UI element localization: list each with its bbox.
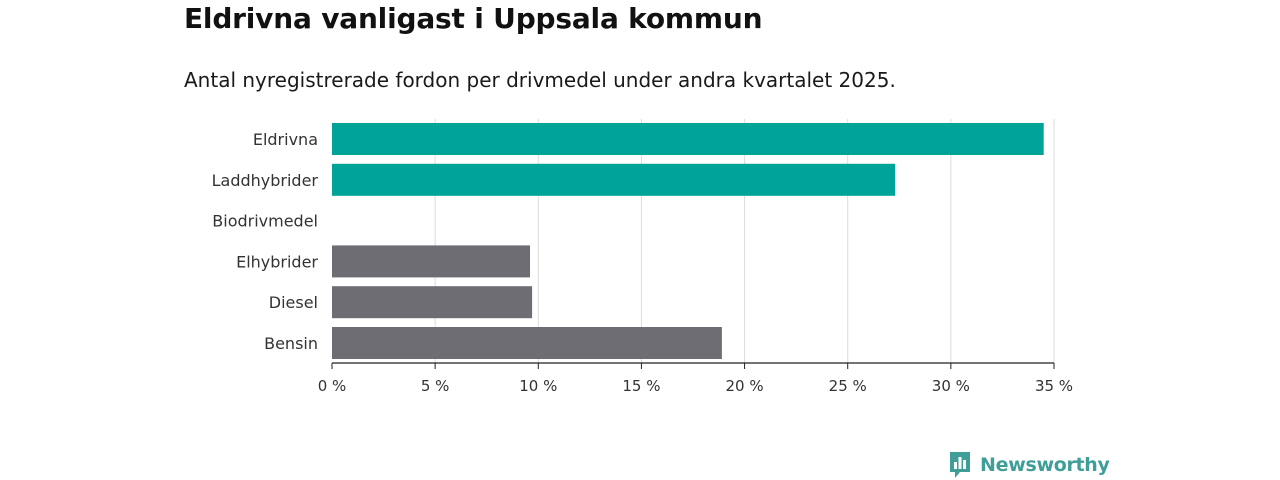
- newsworthy-logo-icon: [950, 452, 970, 478]
- x-tick-label: 0 %: [318, 377, 347, 395]
- x-tick-label: 10 %: [519, 377, 557, 395]
- category-labels: Eldrivna Laddhybrider Biodrivmedel Elhybrid…: [212, 130, 319, 353]
- category-label: Biodrivmedel: [212, 212, 318, 231]
- category-label: Diesel: [269, 293, 318, 312]
- x-tick-label: 30 %: [932, 377, 970, 395]
- logo-text: Newsworthy: [980, 454, 1110, 476]
- bar-eldrivna: [332, 123, 1044, 155]
- bars: [332, 123, 1044, 359]
- category-label: Eldrivna: [253, 130, 318, 149]
- bar-diesel: [332, 286, 533, 319]
- x-tick-label: 5 %: [421, 377, 450, 395]
- gridlines: [434, 119, 1055, 363]
- bar-elhybrider: [332, 245, 531, 278]
- bar-bensin: [332, 327, 722, 359]
- x-tick-label: 15 %: [622, 377, 660, 395]
- x-axis: 0 % 5 % 10 % 15 % 20 % 25 % 30 % 35 %: [318, 362, 1073, 395]
- newsworthy-logo: Newsworthy: [948, 450, 1110, 480]
- chart-subtitle: Antal nyregistrerade fordon per drivmede…: [184, 68, 896, 92]
- bar-chart: Eldrivna Laddhybrider Biodrivmedel Elhybrid…: [212, 119, 1073, 395]
- category-label: Bensin: [264, 334, 318, 353]
- category-label: Elhybrider: [236, 252, 318, 271]
- x-tick-label: 35 %: [1035, 377, 1073, 395]
- chart-title: Eldrivna vanligast i Uppsala kommun: [184, 2, 763, 35]
- category-label: Laddhybrider: [212, 171, 319, 190]
- x-tick-label: 20 %: [726, 377, 764, 395]
- x-tick-label: 25 %: [829, 377, 867, 395]
- bar-laddhybrider: [332, 163, 896, 196]
